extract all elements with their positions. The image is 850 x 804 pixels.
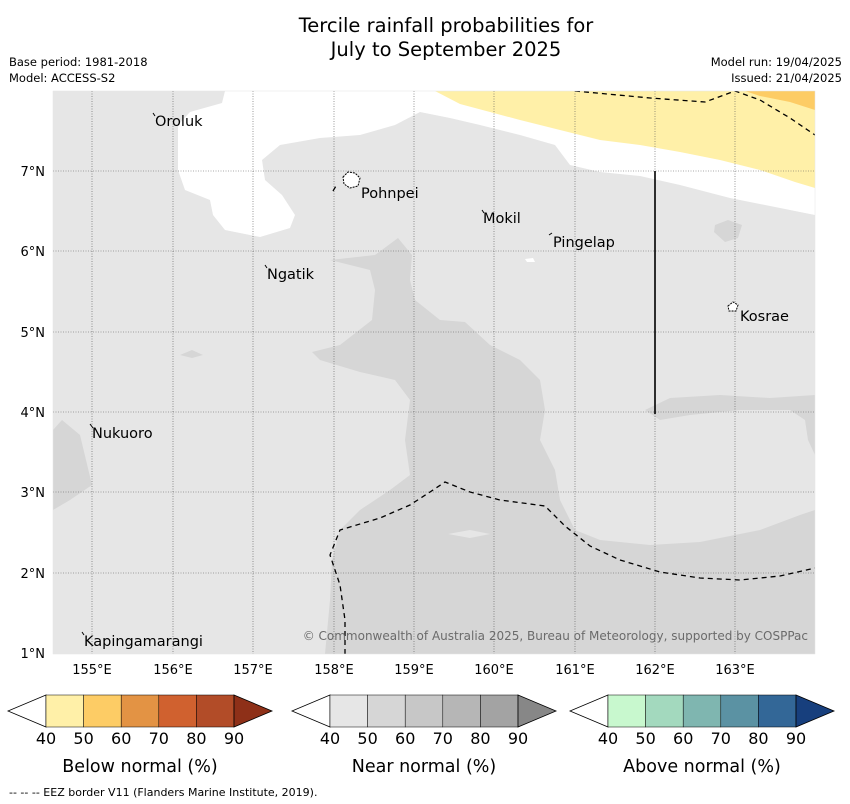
colorbar-below-over-arrow	[233, 694, 274, 728]
colorbar-above-tick: 60	[673, 729, 693, 748]
lat-label-1: 1°N	[21, 647, 46, 662]
gridlines	[53, 91, 815, 654]
plot-frame	[52, 90, 816, 655]
meta-left: Base period: 1981-2018 Model: ACCESS-S2	[9, 54, 148, 86]
near-normal-50-60-patch-tiny	[180, 350, 203, 358]
white-gap	[525, 258, 535, 262]
colorbar-below-segment	[45, 694, 84, 728]
near-normal-50-60-patch-west	[53, 420, 92, 510]
colorbar-near-label: Near normal (%)	[352, 757, 497, 777]
lat-label-7: 7°N	[21, 165, 46, 180]
lat-label-3: 3°N	[21, 486, 46, 501]
colorbar-above-tick: 70	[711, 729, 731, 748]
lon-label-155: 155°E	[72, 663, 112, 678]
colorbar-below-segment	[196, 694, 235, 728]
colorbar-above: 40 50 60 70 80 90 Above normal (%)	[568, 694, 836, 777]
colorbar-below-segment	[158, 694, 197, 728]
colorbar-above-tick: 50	[635, 729, 655, 748]
lon-label-156: 156°E	[153, 663, 193, 678]
meta-right: Model run: 19/04/2025 Issued: 21/04/2025	[711, 54, 842, 86]
probability-field	[53, 91, 815, 654]
colorbar-near-tick: 60	[395, 729, 415, 748]
lon-label-158: 158°E	[314, 663, 354, 678]
label-pingelap: Pingelap	[553, 235, 615, 251]
colorbar-below: 40 50 60 70 80 90 Below normal (%)	[6, 694, 274, 777]
below-normal-40-50-region	[435, 91, 815, 188]
lat-label-4: 4°N	[21, 406, 46, 421]
pohnpei-island	[342, 171, 361, 189]
colorbar-near-segment	[442, 694, 481, 728]
label-kapingamarangi: Kapingamarangi	[84, 634, 203, 650]
label-ngatik: Ngatik	[267, 267, 315, 283]
colorbar-near-segment	[367, 694, 406, 728]
lat-label-2: 2°N	[21, 567, 46, 582]
colorbar-near-segment	[404, 694, 444, 728]
colorbar-below-segment	[83, 694, 122, 728]
colorbar-above-segment	[758, 694, 797, 728]
label-oroluk: Oroluk	[155, 114, 203, 130]
model-run-text: Model run: 19/04/2025	[710, 55, 842, 69]
colorbar-near-tick: 40	[320, 729, 340, 748]
lon-label-163: 163°E	[715, 663, 755, 678]
label-pohnpei: Pohnpei	[361, 186, 419, 202]
colorbar-above-under-arrow	[568, 694, 609, 728]
lon-label-157: 157°E	[233, 663, 273, 678]
kosrae-island	[727, 301, 739, 312]
colorbar-near-tick: 50	[357, 729, 377, 748]
issued-text: Issued: 21/04/2025	[731, 71, 842, 85]
colorbar-below-tick: 90	[224, 729, 244, 748]
colorbar-above-segment	[645, 694, 684, 728]
colorbar-above-segment	[720, 694, 759, 728]
colorbar-below-tick: 80	[186, 729, 206, 748]
lat-label-6: 6°N	[21, 245, 46, 260]
colorbar-above-tick: 40	[598, 729, 618, 748]
white-patch-tiny	[448, 530, 490, 538]
lon-label-159: 159°E	[394, 663, 434, 678]
label-mokil: Mokil	[483, 211, 521, 227]
colorbar-above-segment	[607, 694, 646, 728]
copyright-text: © Commonwealth of Australia 2025, Bureau…	[303, 629, 808, 643]
colorbar-near-under-arrow	[290, 694, 331, 728]
model-text: Model: ACCESS-S2	[9, 71, 116, 85]
colorbar-below-label: Below normal (%)	[62, 757, 217, 777]
below-normal-50-60-region	[745, 91, 815, 110]
colorbar-near-over-arrow	[517, 694, 558, 728]
label-kosrae: Kosrae	[740, 309, 789, 325]
colorbar-below-under-arrow	[6, 694, 47, 728]
colorbar-near: 40 50 60 70 80 90 Near normal (%)	[290, 694, 558, 777]
colorbar-near-tick: 70	[433, 729, 453, 748]
title-line-2: July to September 2025	[330, 38, 562, 61]
colorbar-above-tick: 90	[786, 729, 806, 748]
eez-footnote: -- -- -- EEZ border V11 (Flanders Marine…	[9, 786, 318, 799]
lon-label-160: 160°E	[474, 663, 514, 678]
colorbar-above-segment	[682, 694, 722, 728]
lon-label-161: 161°E	[555, 663, 595, 678]
colorbar-near-segment	[480, 694, 519, 728]
lon-label-162: 162°E	[635, 663, 675, 678]
lat-label-5: 5°N	[21, 326, 46, 341]
colorbar-below-tick: 40	[36, 729, 56, 748]
colorbar-below-tick: 60	[111, 729, 131, 748]
colorbar-legend: 40 50 60 70 80 90 Below normal (%) 40 50 60 70 80 90…	[6, 694, 836, 777]
colorbar-near-segment	[329, 694, 368, 728]
colorbar-below-segment	[120, 694, 160, 728]
colorbar-below-tick: 70	[149, 729, 169, 748]
colorbar-near-tick: 90	[508, 729, 528, 748]
near-normal-50-60-region	[312, 238, 815, 654]
colorbar-above-label: Above normal (%)	[623, 757, 781, 777]
near-normal-50-60-patch-east	[645, 395, 815, 455]
colorbar-near-tick: 80	[470, 729, 490, 748]
colorbar-above-over-arrow	[795, 694, 836, 728]
label-nukuoro: Nukuoro	[92, 426, 153, 442]
map-title: Tercile rainfall probabilities for July …	[0, 14, 850, 62]
atoll-ticks	[81, 112, 553, 636]
base-period-text: Base period: 1981-2018	[9, 55, 148, 69]
title-line-1: Tercile rainfall probabilities for	[298, 14, 594, 37]
eez-borders	[329, 91, 815, 654]
colorbar-below-tick: 50	[73, 729, 93, 748]
colorbar-above-tick: 80	[748, 729, 768, 748]
